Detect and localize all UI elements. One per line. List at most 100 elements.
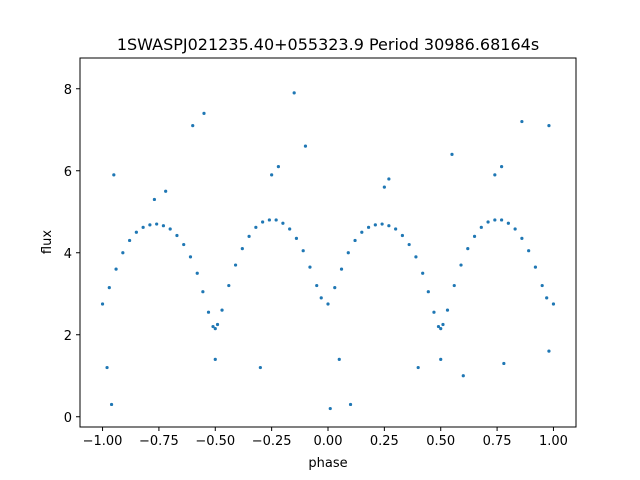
data-point (439, 357, 443, 361)
data-point (134, 230, 138, 234)
data-point (281, 221, 285, 225)
data-point (450, 152, 454, 156)
data-point (520, 236, 524, 240)
data-point (247, 234, 251, 238)
data-point (191, 124, 195, 128)
x-tick-label: 0.25 (370, 434, 399, 449)
data-point (270, 173, 274, 177)
data-point (353, 238, 357, 243)
y-tick-label: 8 (64, 83, 72, 98)
data-point (227, 283, 231, 288)
data-point (416, 365, 420, 370)
data-point (175, 233, 179, 238)
data-point (220, 308, 224, 312)
x-tick-label: 0.50 (426, 434, 455, 449)
x-tick-label: 0.75 (483, 434, 512, 449)
data-point (373, 223, 377, 227)
x-axis-ticks: −1.00 −0.75 −0.50 −0.25 0.00 0.25 0.50 0.75 1.00 (83, 427, 568, 449)
data-point (267, 218, 271, 222)
y-axis-label: flux (40, 230, 55, 254)
data-point (333, 286, 337, 290)
data-point (148, 223, 152, 227)
data-point (486, 220, 490, 224)
data-point (459, 263, 463, 267)
y-axis-ticks: 0 2 4 6 8 (64, 83, 80, 426)
data-point (506, 221, 510, 225)
x-axis-label: phase (308, 456, 347, 471)
data-point (152, 197, 156, 202)
data-point (439, 327, 443, 331)
data-point (258, 365, 262, 370)
data-point (109, 402, 114, 407)
data-point (233, 263, 238, 267)
data-point (211, 324, 215, 329)
data-point (502, 361, 506, 366)
data-point (292, 91, 296, 95)
data-points (100, 91, 556, 411)
data-point (500, 165, 504, 169)
data-point (400, 233, 404, 238)
data-point (545, 296, 549, 300)
data-point (472, 234, 477, 238)
data-point (308, 265, 312, 269)
data-point (493, 173, 497, 177)
data-point (382, 185, 386, 189)
data-point (500, 218, 504, 222)
data-point (261, 220, 265, 224)
data-point (294, 236, 299, 240)
data-point (315, 283, 319, 288)
data-point (513, 227, 517, 231)
data-point (414, 255, 418, 259)
y-tick-label: 6 (64, 165, 72, 180)
data-point (547, 124, 551, 128)
data-point (479, 225, 483, 229)
data-point (202, 111, 206, 115)
chart-title: 1SWASPJ021235.40+055323.9 Period 30986.6… (117, 35, 539, 54)
x-tick-label: −0.75 (139, 434, 179, 449)
data-point (100, 302, 105, 306)
data-point (432, 310, 436, 314)
data-point (346, 251, 350, 255)
data-point (105, 365, 109, 370)
data-point (493, 218, 497, 222)
data-point (407, 242, 411, 247)
data-point (303, 144, 308, 148)
y-tick-label: 4 (64, 247, 72, 262)
data-point (366, 225, 371, 229)
data-point (276, 165, 280, 169)
data-point (337, 357, 341, 361)
data-point (326, 302, 330, 306)
data-point (551, 302, 556, 306)
x-tick-label: −0.25 (252, 434, 292, 449)
y-tick-label: 2 (64, 329, 72, 344)
data-point (520, 119, 524, 124)
data-point (421, 271, 425, 275)
data-point (128, 238, 132, 243)
data-point (445, 308, 450, 312)
plot-frame (79, 57, 577, 428)
data-point (380, 222, 384, 226)
x-tick-label: −0.50 (195, 434, 235, 449)
data-point (195, 271, 199, 275)
data-point (533, 265, 538, 269)
data-point (348, 402, 353, 407)
data-point (114, 267, 118, 271)
data-point (188, 255, 193, 259)
data-point (288, 227, 292, 231)
data-point (213, 357, 217, 361)
x-tick-label: 1.00 (539, 434, 568, 449)
data-point (441, 322, 445, 327)
data-point (387, 177, 391, 181)
data-point (436, 324, 441, 329)
data-point (254, 225, 258, 229)
data-point (461, 374, 465, 378)
data-point (168, 227, 172, 231)
data-point (319, 296, 323, 300)
data-point (360, 230, 364, 234)
data-point (394, 227, 398, 231)
data-point (164, 189, 168, 193)
data-point (339, 267, 344, 271)
data-point (387, 224, 391, 228)
data-point (215, 322, 220, 327)
